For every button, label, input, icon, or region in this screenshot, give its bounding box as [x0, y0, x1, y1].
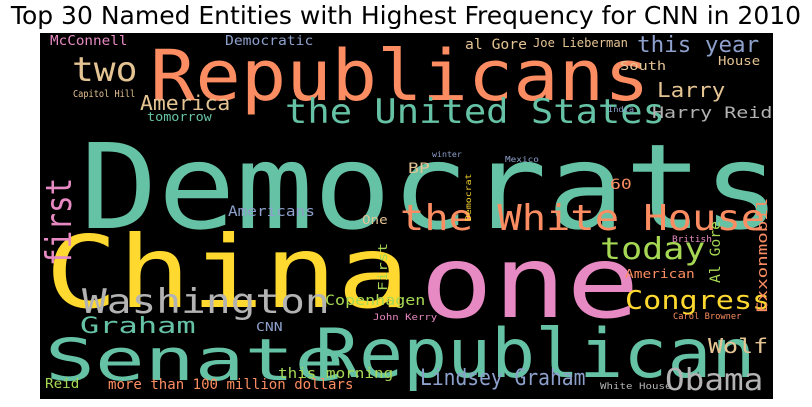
word-larry: Larry [657, 78, 726, 102]
word-wolf: Wolf [708, 334, 769, 358]
word-carol-browner: Carol Browner [673, 312, 742, 322]
word-south: South [620, 59, 667, 73]
word-democrat: Democrat [464, 173, 473, 221]
word-first: First [376, 242, 390, 291]
word-60: 60 [610, 177, 632, 193]
word-reid: Reid [45, 377, 80, 392]
word-white-house: White House [600, 382, 672, 392]
word-exxonmobil: Exxonmobil [755, 197, 771, 313]
word-republican: Republican [315, 315, 756, 394]
word-british: British [672, 235, 712, 245]
word-first: first [40, 177, 80, 266]
word-two: two [72, 50, 138, 90]
word-house: House [718, 54, 761, 68]
word-john-kerry: John Kerry [373, 313, 438, 323]
word-copenhagen: Copenhagen [325, 293, 426, 309]
word-obama: Obama [665, 363, 764, 398]
word-one: One [362, 213, 388, 227]
word-india: India [608, 105, 635, 114]
word-harry-reid: Harry Reid [652, 103, 773, 122]
word-tomorrow: tomorrow [147, 110, 212, 124]
word-al-gore: al Gore [465, 37, 528, 53]
word-americans: Americans [228, 204, 315, 220]
word-cnn: CNN [256, 320, 283, 334]
word-joe-lieberman: Joe Lieberman [533, 36, 628, 50]
word-republicans: Republicans [150, 35, 650, 117]
word-this-year: this year [637, 33, 760, 58]
word-this-morning: this morning [278, 366, 394, 382]
word-today: today [600, 232, 706, 267]
word-democratic: Democratic [225, 34, 314, 49]
word-america: America [140, 91, 231, 115]
word-graham: Graham [80, 314, 196, 339]
word-the-united-states: the United States [285, 92, 665, 132]
word-congress: Congress [625, 286, 771, 316]
word-al-gore: Al Gore [708, 220, 724, 283]
word-lindsey-graham: Lindsey Graham [420, 366, 586, 391]
word-china: China [45, 214, 411, 331]
word-winter: winter [432, 150, 462, 159]
word-cloud: Democrats Republicans China one Republican Se… [40, 33, 773, 399]
word-democrats: Democrats [80, 118, 773, 256]
word-the-white-house: the White House [400, 198, 766, 239]
word-more-than-100-million-dollars: more than 100 million dollars [108, 377, 354, 393]
word-capitol-hill: Capitol Hill [73, 89, 136, 100]
chart-title: Top 30 Named Entities with Highest Frequ… [10, 1, 802, 30]
word-one: one [420, 224, 640, 341]
word-mexico: Mexico [505, 155, 539, 164]
word-bp: BP [408, 161, 430, 177]
word-washington: Washington [82, 282, 330, 322]
word-mcconnell: McConnell [50, 34, 128, 49]
word-senate: Senate [45, 326, 345, 394]
word-american: American [625, 267, 695, 281]
